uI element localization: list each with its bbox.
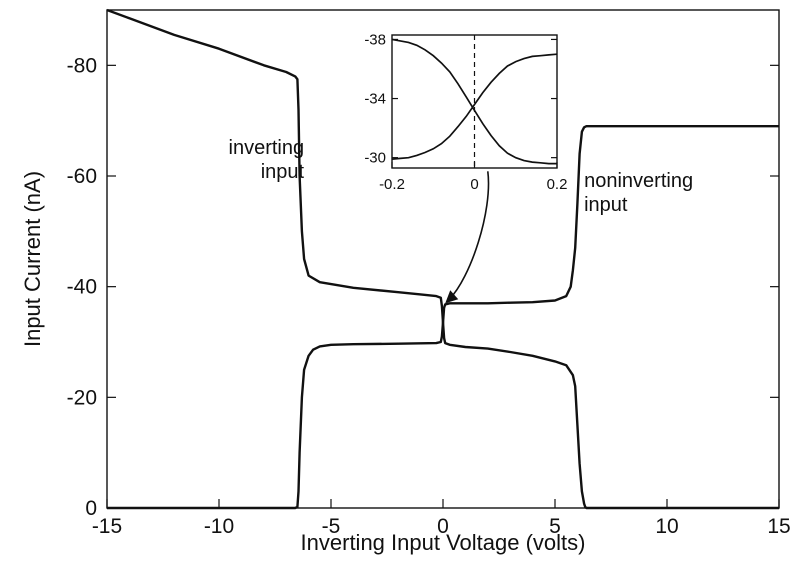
y-tick-label: -60 (67, 165, 97, 188)
annotation-line: inverting (229, 137, 305, 159)
arrow-line (448, 171, 490, 300)
inset-x-tick-label: -0.2 (379, 176, 405, 193)
arrow-head (445, 290, 459, 304)
inset-y-tick-label: -34 (364, 91, 386, 108)
inset-plot: -0.2 0 0.2 -38 -34 -30 (364, 31, 567, 193)
x-axis-title: Inverting Input Voltage (volts) (301, 530, 586, 555)
inset-x-tick-label: 0 (470, 176, 478, 193)
inset-series-line-2 (391, 53, 558, 160)
main-series-line-1 (106, 8, 779, 510)
y-tick-label: 0 (85, 497, 97, 520)
inset-y-tick-label: -38 (364, 31, 386, 48)
main-series-line-2 (107, 125, 779, 510)
x-tick-label: 5 (549, 515, 561, 538)
annotation-line: noninverting (584, 170, 693, 192)
inset-series-line-1 (391, 38, 557, 165)
annotation-inverting-input: inverting input (229, 137, 305, 183)
x-tick-label: 0 (437, 515, 449, 538)
inset-y-tick-label: -30 (364, 150, 386, 167)
annotation-noninverting-input: noninverting input (584, 170, 693, 216)
main-plot: -15 -10 -5 0 5 10 15 0 -20 -40 -60 -80 Inverting Inp… (20, 8, 791, 555)
y-tick-label: -80 (67, 54, 97, 77)
x-tick-label: 15 (767, 515, 790, 538)
annotation-line: input (261, 161, 305, 183)
x-tick-label: -10 (204, 515, 234, 538)
y-axis-title: Input Current (nA) (20, 171, 45, 347)
annotation-line: input (584, 194, 628, 216)
y-tick-label: -20 (67, 386, 97, 409)
main-plot-frame (106, 9, 780, 509)
x-tick-label: -5 (322, 515, 341, 538)
x-tick-label: -15 (92, 515, 122, 538)
y-tick-label: -40 (67, 276, 97, 299)
x-tick-label: 10 (655, 515, 678, 538)
inset-x-tick-label: 0.2 (547, 176, 568, 193)
